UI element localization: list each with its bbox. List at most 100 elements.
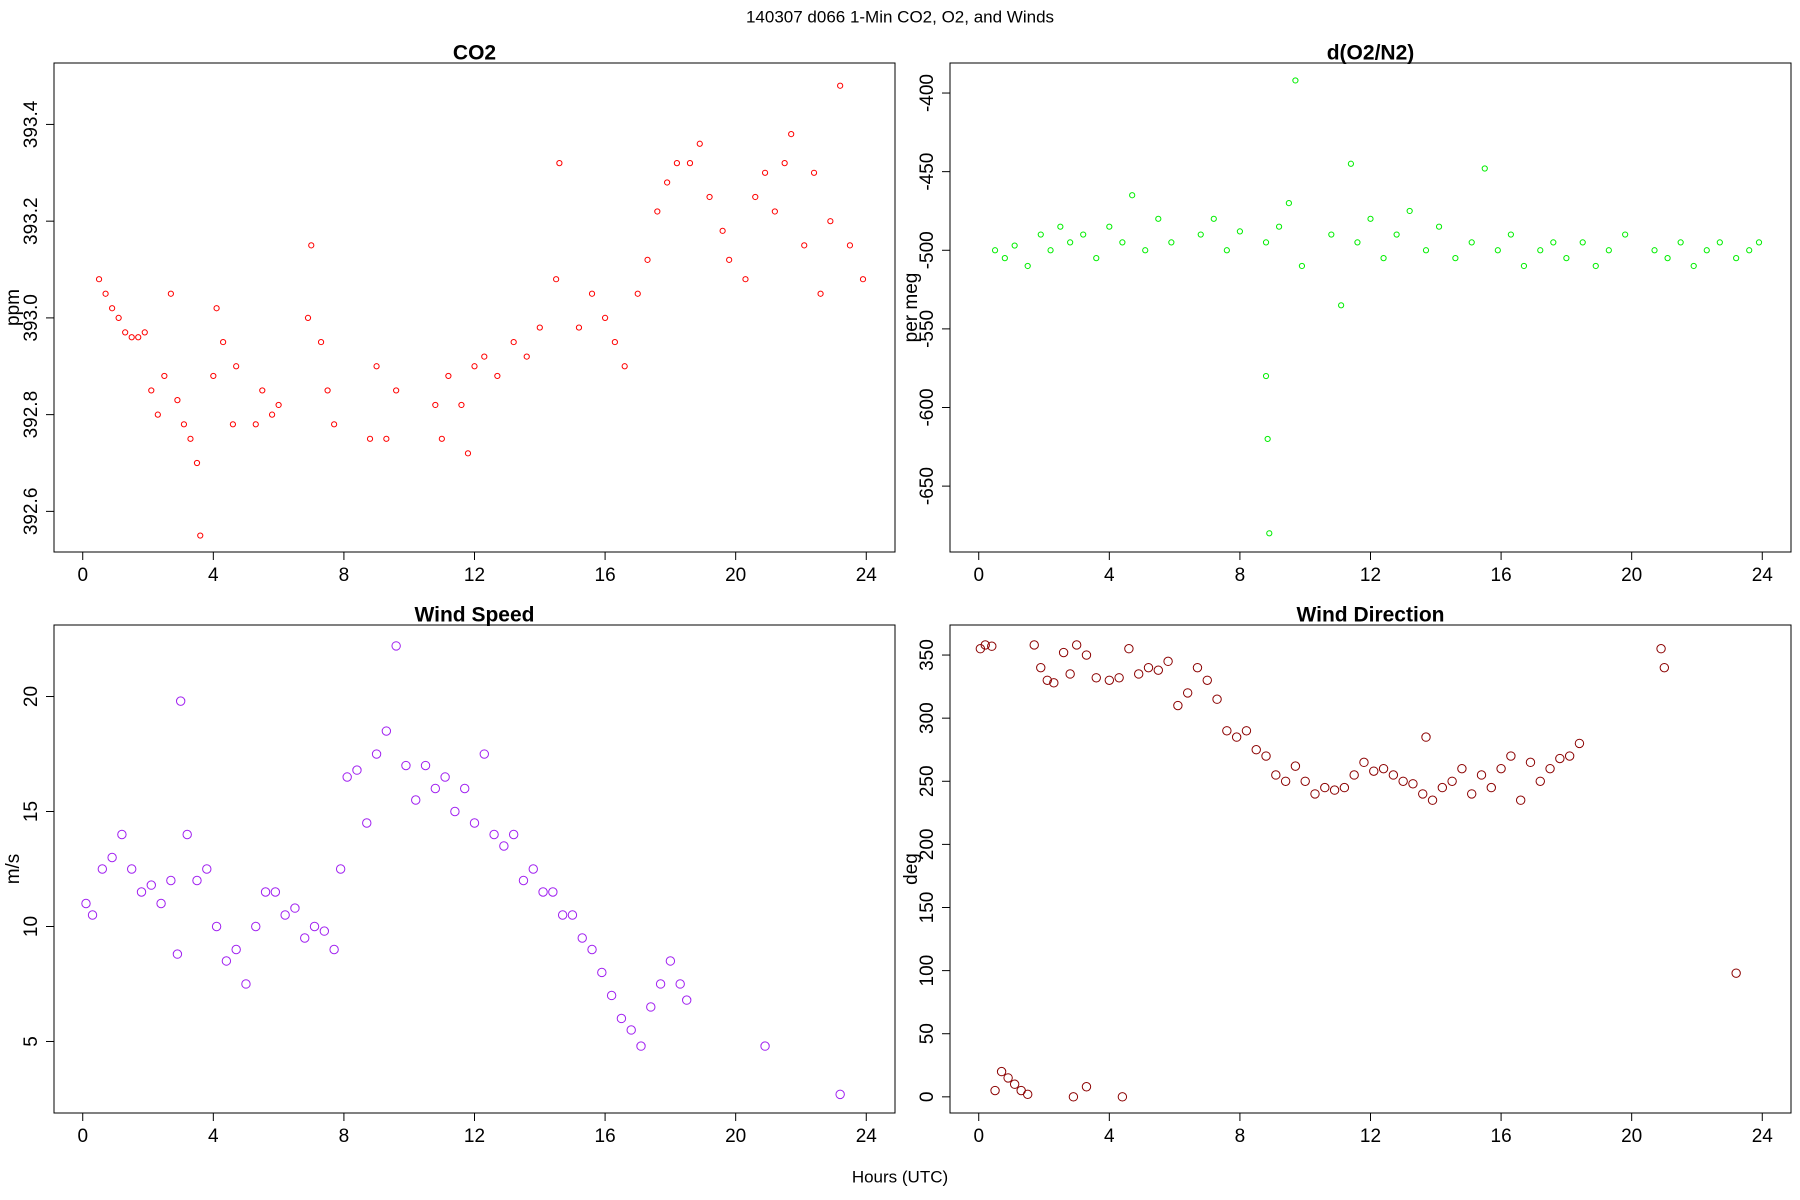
x-tick-label: 0 bbox=[77, 1126, 88, 1147]
y-axis-label: per meg bbox=[901, 273, 922, 343]
data-point bbox=[1338, 302, 1345, 309]
y-axis-label: ppm bbox=[3, 289, 24, 326]
data-point bbox=[837, 82, 844, 89]
y-tick-label: 5 bbox=[21, 1036, 42, 1047]
data-point bbox=[1210, 215, 1217, 222]
data-point bbox=[673, 160, 681, 167]
x-tick-label: 16 bbox=[595, 1126, 616, 1147]
data-point bbox=[1550, 239, 1557, 246]
data-point bbox=[1564, 751, 1575, 761]
data-point bbox=[211, 921, 222, 932]
data-point bbox=[1292, 77, 1299, 84]
data-point bbox=[1656, 644, 1666, 654]
data-point bbox=[1328, 231, 1335, 238]
data-point bbox=[469, 818, 480, 828]
data-point bbox=[990, 1085, 1000, 1096]
data-point bbox=[1716, 239, 1723, 246]
data-point bbox=[827, 218, 834, 225]
data-point bbox=[719, 227, 726, 234]
data-point bbox=[1563, 255, 1570, 262]
data-point bbox=[1057, 223, 1064, 230]
data-point bbox=[1202, 675, 1212, 685]
data-point bbox=[996, 1066, 1007, 1077]
data-point bbox=[556, 160, 563, 167]
data-point bbox=[1605, 247, 1612, 254]
x-tick-label: 0 bbox=[973, 1126, 984, 1147]
data-point bbox=[1080, 231, 1087, 238]
data-point bbox=[1525, 757, 1536, 768]
y-tick-label: 100 bbox=[917, 955, 938, 987]
data-point bbox=[259, 387, 266, 394]
data-point bbox=[1651, 247, 1658, 254]
x-tick-label: 16 bbox=[595, 565, 616, 586]
y-tick-label: -400 bbox=[917, 74, 938, 112]
data-point bbox=[290, 903, 300, 913]
data-point bbox=[280, 910, 290, 920]
data-point bbox=[577, 933, 587, 943]
data-point bbox=[835, 1089, 845, 1100]
data-point bbox=[197, 532, 204, 539]
data-point bbox=[1476, 770, 1487, 780]
data-point bbox=[95, 276, 103, 283]
data-point bbox=[646, 1002, 656, 1012]
data-point bbox=[621, 363, 628, 370]
data-point bbox=[1537, 247, 1544, 254]
data-point bbox=[761, 169, 769, 176]
x-tick-label: 12 bbox=[464, 1126, 485, 1147]
data-point bbox=[1545, 763, 1555, 774]
data-point bbox=[1310, 789, 1320, 799]
y-tick-label: 50 bbox=[917, 1023, 938, 1044]
data-point bbox=[304, 314, 312, 321]
data-point bbox=[1746, 247, 1753, 254]
data-point bbox=[553, 276, 560, 283]
data-point bbox=[1117, 1092, 1128, 1102]
y-tick-label: 20 bbox=[21, 686, 42, 707]
data-point bbox=[460, 783, 470, 794]
data-point bbox=[611, 338, 618, 346]
x-axis-label: Hours (UTC) bbox=[852, 1167, 948, 1186]
data-point bbox=[1555, 753, 1565, 764]
panel-title: d(O2/N2) bbox=[1327, 42, 1415, 65]
data-point bbox=[1275, 223, 1283, 230]
data-point bbox=[601, 314, 609, 321]
data-point bbox=[1001, 255, 1008, 262]
y-tick-label: 300 bbox=[917, 702, 938, 734]
data-point bbox=[161, 372, 168, 380]
data-point bbox=[193, 459, 201, 467]
data-point bbox=[1481, 165, 1488, 172]
data-point bbox=[1427, 795, 1438, 805]
data-point bbox=[1155, 215, 1162, 222]
data-point bbox=[655, 979, 666, 989]
data-point bbox=[665, 956, 676, 966]
data-point bbox=[192, 875, 202, 886]
x-tick-label: 4 bbox=[1104, 565, 1115, 586]
plot-frame bbox=[949, 624, 1792, 1114]
data-point bbox=[1703, 247, 1710, 254]
data-point bbox=[686, 160, 694, 167]
data-point bbox=[1496, 763, 1506, 774]
data-point bbox=[1142, 247, 1149, 254]
data-point bbox=[270, 887, 281, 897]
data-point bbox=[1467, 789, 1477, 799]
data-point bbox=[510, 338, 517, 346]
y-tick-label: 10 bbox=[21, 916, 42, 937]
y-tick-label: -550 bbox=[917, 310, 938, 348]
data-point bbox=[393, 387, 400, 394]
data-point bbox=[987, 641, 997, 651]
data-point bbox=[1664, 255, 1671, 262]
data-point bbox=[1124, 644, 1134, 654]
data-point bbox=[760, 1041, 770, 1051]
data-point bbox=[1271, 770, 1281, 780]
data-point bbox=[1024, 262, 1031, 270]
x-tick-label: 24 bbox=[1752, 1126, 1774, 1147]
x-tick-label: 20 bbox=[1621, 565, 1642, 586]
data-point bbox=[381, 726, 392, 736]
data-point bbox=[440, 772, 450, 782]
x-tick-label: 12 bbox=[1360, 565, 1381, 586]
data-point bbox=[167, 290, 174, 297]
data-point bbox=[1447, 776, 1457, 786]
data-point bbox=[1068, 1092, 1079, 1102]
data-point bbox=[508, 829, 519, 840]
data-point bbox=[1036, 662, 1046, 673]
